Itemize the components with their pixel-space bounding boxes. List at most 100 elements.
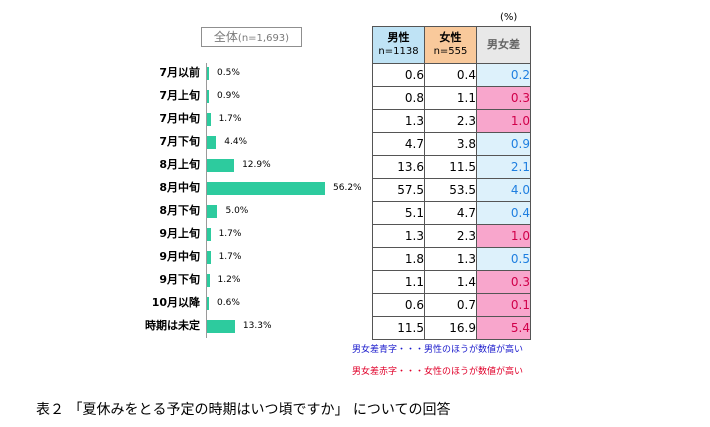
category-label: 8月上旬 [159, 158, 200, 171]
category-label: 時期は未定 [145, 319, 200, 332]
category-label: 9月中旬 [159, 250, 200, 263]
female-value: 1.3 [424, 247, 477, 271]
diff-value: 0.5 [476, 247, 531, 271]
male-value: 1.8 [372, 247, 425, 271]
data-label: 13.3% [242, 321, 272, 331]
data-label: 56.2% [333, 183, 362, 193]
category-label: 9月下旬 [159, 273, 200, 286]
unit-label: (%) [500, 12, 518, 23]
table-row: 1.3 2.3 1.0 [372, 224, 531, 248]
table-row: 11.5 16.9 5.4 [372, 316, 531, 340]
male-value: 0.6 [372, 293, 425, 317]
diff-value: 4.0 [476, 178, 531, 202]
bar [207, 182, 325, 195]
bar [207, 113, 211, 126]
male-value: 1.3 [372, 224, 425, 248]
category-label: 7月下旬 [159, 135, 200, 148]
female-value: 3.8 [424, 132, 477, 156]
bar [207, 251, 211, 264]
female-value: 0.7 [424, 293, 477, 317]
female-value: 0.4 [424, 63, 477, 87]
female-value: 16.9 [424, 316, 477, 340]
chart-axis [206, 63, 207, 338]
data-label: 5.0% [225, 206, 249, 216]
male-value: 0.8 [372, 86, 425, 110]
bar [207, 320, 235, 333]
total-label: 全体 [213, 30, 238, 44]
diff-value: 5.4 [476, 316, 531, 340]
category-label: 7月以前 [159, 66, 200, 79]
diff-value: 1.0 [476, 109, 531, 133]
female-n: n=555 [433, 46, 468, 57]
category-label: 8月下旬 [159, 204, 200, 217]
table-row: 13.6 11.5 2.1 [372, 155, 531, 179]
table-body: 0.6 0.4 0.2 0.8 1.1 0.3 1.3 2.3 1.0 4.7 3.8 0.9 13.6… [372, 63, 531, 340]
table-row: 0.8 1.1 0.3 [372, 86, 531, 110]
bar [207, 159, 235, 172]
data-label: 0.5% [217, 68, 240, 78]
male-value: 57.5 [372, 178, 425, 202]
male-value: 13.6 [372, 155, 425, 179]
diff-value: 0.9 [476, 132, 531, 156]
table-row: 1.8 1.3 0.5 [372, 247, 531, 271]
female-header: 女性 n=555 [424, 26, 477, 64]
data-label: 12.9% [242, 160, 271, 170]
table-row: 0.6 0.4 0.2 [372, 63, 531, 87]
male-value: 5.1 [372, 201, 425, 225]
data-label: 0.6% [217, 298, 240, 308]
table-row: 1.1 1.4 0.3 [372, 270, 531, 294]
category-label: 7月中旬 [159, 112, 200, 125]
bar [207, 228, 211, 241]
note-red: 男女差赤字・・・女性のほうが数値が高い [352, 367, 524, 377]
category-label: 10月以降 [151, 296, 200, 309]
diff-value: 0.2 [476, 63, 531, 87]
category-label: 9月上旬 [159, 227, 200, 240]
female-value: 1.1 [424, 86, 477, 110]
table-row: 4.7 3.8 0.9 [372, 132, 531, 156]
male-n: n=1138 [378, 46, 419, 57]
table-row: 5.1 4.7 0.4 [372, 201, 531, 225]
bar [207, 297, 209, 310]
bar [207, 274, 210, 287]
female-value: 11.5 [424, 155, 477, 179]
male-header-label: 男性 [387, 31, 410, 44]
male-header: 男性 n=1138 [372, 26, 425, 64]
data-label: 4.4% [224, 137, 248, 147]
female-value: 4.7 [424, 201, 477, 225]
bar [207, 136, 217, 149]
total-label-box: 全体(n=1,693) [201, 27, 302, 47]
table-row: 0.6 0.7 0.1 [372, 293, 531, 317]
data-label: 1.7% [218, 229, 242, 239]
data-label: 1.7% [218, 114, 242, 124]
category-label: 8月中旬 [159, 181, 200, 194]
category-label: 7月上旬 [159, 89, 200, 102]
total-n: (n=1,693) [237, 33, 290, 44]
diff-value: 2.1 [476, 155, 531, 179]
data-label: 1.7% [218, 252, 242, 262]
bar [207, 90, 209, 103]
bar [207, 67, 209, 80]
table-row: 1.3 2.3 1.0 [372, 109, 531, 133]
note-blue: 男女差青字・・・男性のほうが数値が高い [352, 345, 524, 355]
male-value: 4.7 [372, 132, 425, 156]
diff-value: 1.0 [476, 224, 531, 248]
female-value: 2.3 [424, 224, 477, 248]
data-label: 1.2% [217, 275, 241, 285]
diff-value: 0.3 [476, 270, 531, 294]
male-value: 0.6 [372, 63, 425, 87]
male-value: 1.3 [372, 109, 425, 133]
male-value: 1.1 [372, 270, 425, 294]
gender-table: 男性 n=1138 女性 n=555 男女差 0.6 0.4 0.2 0.8 1.1 0.3 1… [372, 26, 531, 340]
caption: 表２ 「夏休みをとる予定の時期はいつ頃ですか」 についての回答 [36, 402, 451, 418]
female-value: 1.4 [424, 270, 477, 294]
female-value: 53.5 [424, 178, 477, 202]
diff-value: 0.3 [476, 86, 531, 110]
data-label: 0.9% [217, 91, 240, 101]
male-value: 11.5 [372, 316, 425, 340]
diff-value: 0.4 [476, 201, 531, 225]
bar [207, 205, 218, 218]
table-header-row: 男性 n=1138 女性 n=555 男女差 [372, 26, 531, 64]
female-value: 2.3 [424, 109, 477, 133]
diff-header: 男女差 [476, 26, 531, 64]
female-header-label: 女性 [439, 31, 462, 44]
